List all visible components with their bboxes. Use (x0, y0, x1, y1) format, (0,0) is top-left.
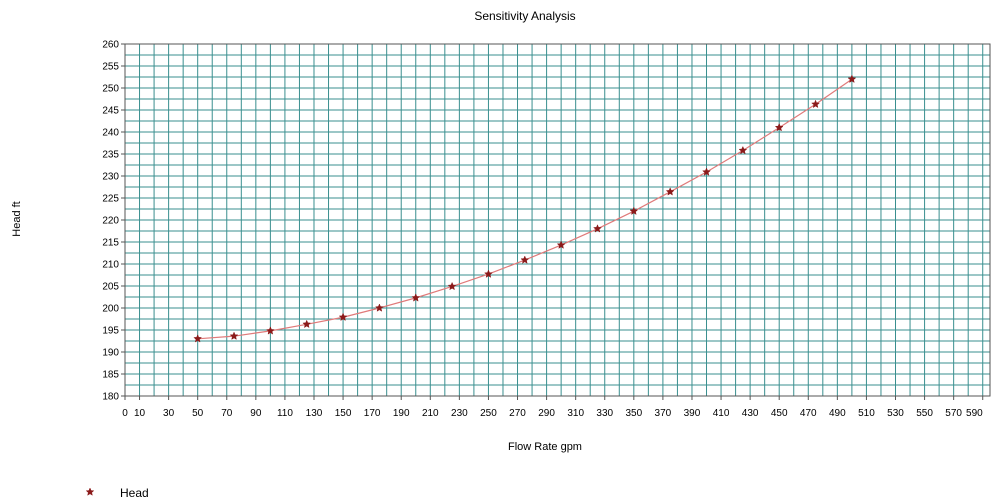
data-point-marker (774, 122, 784, 132)
x-tick-label: 210 (422, 408, 439, 419)
y-tick-label: 250 (102, 84, 119, 95)
y-tick-label: 245 (102, 106, 119, 117)
x-tick-label: 170 (364, 408, 381, 419)
y-tick-label: 200 (102, 304, 119, 315)
y-tick-label: 260 (102, 40, 119, 51)
x-tick-label: 430 (742, 408, 759, 419)
y-tick-label: 215 (102, 238, 119, 249)
x-tick-label: 370 (655, 408, 672, 419)
data-point-marker (665, 187, 675, 196)
data-point-marker (847, 74, 857, 83)
x-tick-label: 530 (887, 408, 904, 419)
data-point-marker (593, 224, 602, 233)
x-tick-label: 390 (684, 408, 701, 419)
legend-marker-head (85, 487, 95, 496)
data-point-marker (411, 293, 421, 302)
y-tick-label: 220 (102, 216, 119, 227)
x-tick-label: 450 (771, 408, 788, 419)
y-tick-label: 230 (102, 172, 119, 183)
data-point-marker (629, 206, 639, 215)
x-tick-label: 570 (945, 408, 962, 419)
legend: Head (85, 486, 149, 500)
x-tick-label: 30 (163, 408, 175, 419)
data-point-marker (193, 334, 203, 343)
x-tick-label: 470 (800, 408, 817, 419)
y-tick-label: 255 (102, 62, 119, 73)
y-tick-label: 235 (102, 150, 119, 161)
x-tick-label: 130 (306, 408, 323, 419)
data-point-marker (484, 269, 493, 278)
x-tick-label: 490 (829, 408, 846, 419)
data-point-marker (447, 281, 457, 291)
x-tick-label: 550 (916, 408, 933, 419)
x-tick-label: 10 (134, 408, 146, 419)
data-point-marker (556, 240, 566, 249)
x-tick-label: 50 (192, 408, 204, 419)
x-tick-labels: 0 10 30 50 70 90 110 130 150 170 190 210 230 250 270 29… (122, 396, 984, 419)
x-tick-label: 510 (858, 408, 875, 419)
chart-title: Sensitivity Analysis (474, 9, 575, 23)
data-point-marker (265, 326, 275, 335)
y-tick-label: 205 (102, 282, 119, 293)
x-tick-label: 230 (451, 408, 468, 419)
x-tick-label: 0 (122, 408, 128, 419)
y-tick-label: 180 (102, 392, 119, 403)
x-tick-label: 310 (567, 408, 584, 419)
x-tick-label: 330 (596, 408, 613, 419)
y-axis-label: Head ft (11, 201, 23, 236)
legend-star-icon (85, 487, 95, 496)
x-tick-label: 150 (335, 408, 352, 419)
x-axis-label: Flow Rate gpm (508, 441, 582, 453)
y-tick-label: 240 (102, 128, 119, 139)
y-tick-labels: 180 185 190 195 200 205 210 215 220 225 230 235 240 2… (102, 40, 125, 403)
y-tick-label: 210 (102, 260, 119, 271)
y-tick-label: 225 (102, 194, 119, 205)
data-point-marker (520, 255, 530, 264)
x-tick-label: 410 (713, 408, 730, 419)
x-tick-label: 190 (393, 408, 410, 419)
legend-label-head: Head (120, 486, 149, 500)
y-tick-label: 195 (102, 326, 119, 337)
data-point-marker (229, 331, 239, 340)
data-point-marker (811, 99, 820, 109)
y-tick-label: 190 (102, 348, 119, 359)
x-tick-label: 590 (966, 408, 983, 419)
x-tick-label: 250 (480, 408, 497, 419)
y-tick-label: 185 (102, 370, 119, 381)
x-tick-label: 290 (538, 408, 555, 419)
x-tick-label: 350 (625, 408, 642, 419)
data-point-marker (374, 303, 384, 312)
x-tick-label: 270 (509, 408, 526, 419)
data-point-marker (338, 312, 348, 322)
x-tick-label: 90 (250, 408, 262, 419)
x-tick-label: 70 (221, 408, 233, 419)
grid (124, 43, 991, 397)
series-area (193, 74, 857, 343)
x-tick-label: 110 (277, 408, 293, 419)
data-point-marker (702, 167, 711, 176)
data-point-marker (738, 145, 748, 155)
data-point-marker (302, 319, 312, 329)
